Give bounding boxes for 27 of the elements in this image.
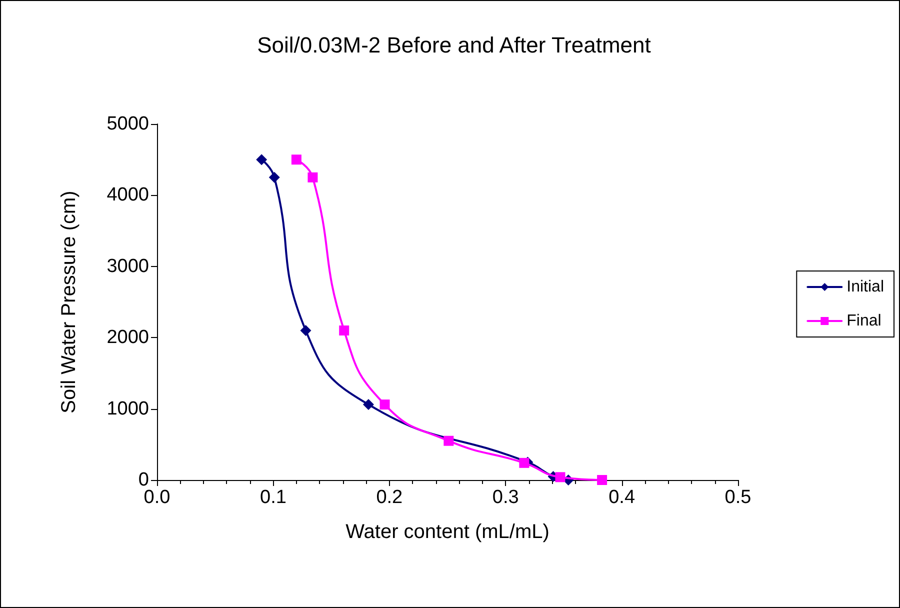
x-tick-label: 0.5	[724, 487, 752, 508]
point	[308, 172, 318, 182]
x-tick-label: 0.3	[492, 487, 519, 508]
legend-label: Final	[846, 312, 882, 330]
x-axis-title: Water content (mL/mL)	[346, 521, 550, 543]
x-tick-label: 0.4	[608, 487, 636, 508]
point	[362, 399, 374, 410]
chart-title: Soil/0.03M-2 Before and After Treatment	[257, 32, 651, 58]
point	[519, 458, 530, 468]
y-tick-label: 4000	[106, 184, 149, 206]
point	[555, 472, 566, 482]
y-tick-label: 3000	[106, 256, 149, 277]
point	[268, 172, 280, 183]
point	[380, 400, 390, 410]
point	[256, 154, 268, 166]
y-tick-label: 5000	[106, 114, 149, 134]
point	[597, 475, 608, 485]
point	[300, 324, 312, 336]
point	[291, 154, 302, 165]
x-tick-label: 0.2	[376, 487, 403, 508]
y-tick-label: 1000	[106, 398, 149, 420]
point	[444, 436, 454, 446]
y-tick-label: 2000	[106, 327, 149, 348]
point	[339, 325, 350, 336]
x-tick-label: 0.1	[260, 487, 286, 508]
legend-label: Initial	[846, 278, 884, 296]
y-axis-title: Soil Water Pressure (cm)	[58, 190, 80, 414]
